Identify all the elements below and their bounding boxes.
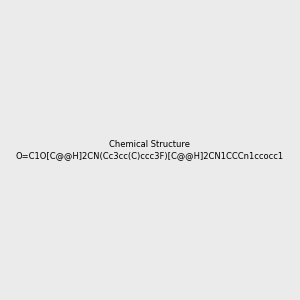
Text: Chemical Structure
O=C1O[C@@H]2CN(Cc3cc(C)ccc3F)[C@@H]2CN1CCCn1ccocc1: Chemical Structure O=C1O[C@@H]2CN(Cc3cc(… — [16, 140, 284, 160]
